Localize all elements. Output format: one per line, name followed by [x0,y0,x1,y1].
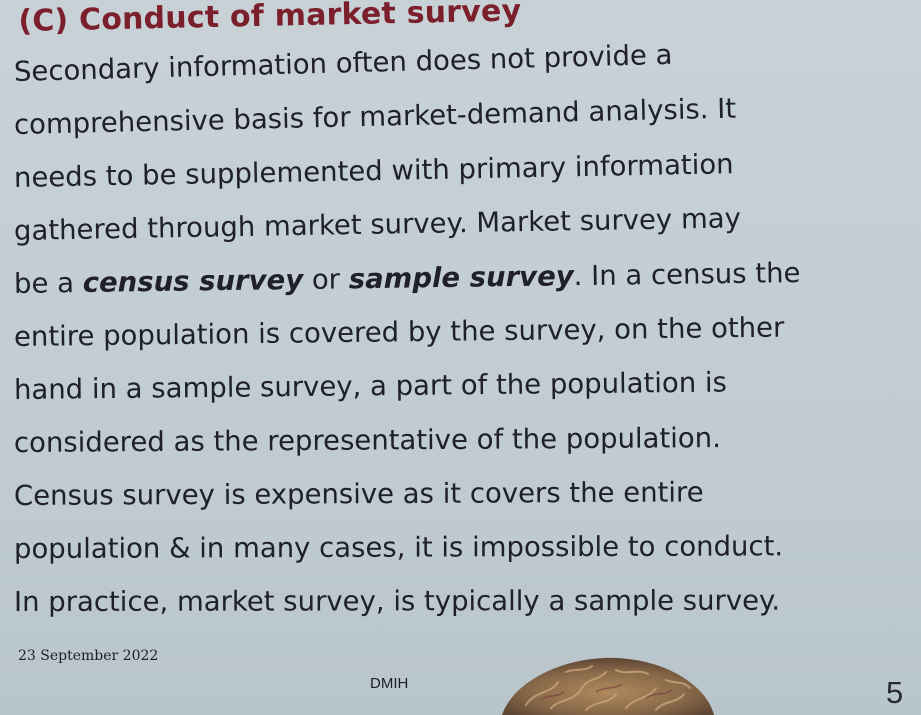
text-run: or [302,263,349,296]
text-run: Census survey is expensive as it covers … [13,476,704,512]
body-line: considered as the representative of the … [14,411,914,470]
text-run: In practice, market survey, is typically… [13,584,781,618]
text-run: entire population is covered by the surv… [13,311,785,353]
text-run: population & in many cases, it is imposs… [13,530,784,565]
term-census-survey: census survey [82,263,304,300]
footer-org: DMIH [370,675,409,692]
body-line: entire population is covered by the surv… [14,300,915,364]
body-line: population & in many cases, it is imposs… [14,520,914,576]
text-run: considered as the representative of the … [13,422,721,459]
slide-heading: (C) Conduct of market survey [18,0,522,39]
text-run: comprehensive basis for market-demand an… [13,92,737,141]
page-number: 5 [886,675,904,710]
footer-date: 23 September 2022 [18,648,159,664]
text-run: . In a census the [573,257,801,293]
text-run: hand in a sample survey, a part of the p… [13,366,728,406]
slide-body: Secondary information often does not pro… [13,39,915,629]
text-run: gathered through market survey. Market s… [13,202,742,247]
body-line: Census survey is expensive as it covers … [14,465,914,523]
text-run: be a [13,267,83,300]
text-run: needs to be supplemented with primary in… [13,148,734,194]
body-line: In practice, market survey, is typically… [14,574,914,629]
text-run: Secondary information often does not pro… [13,38,673,88]
brain-image [502,657,714,715]
body-line: hand in a sample survey, a part of the p… [14,355,915,417]
term-sample-survey: sample survey [348,260,574,296]
